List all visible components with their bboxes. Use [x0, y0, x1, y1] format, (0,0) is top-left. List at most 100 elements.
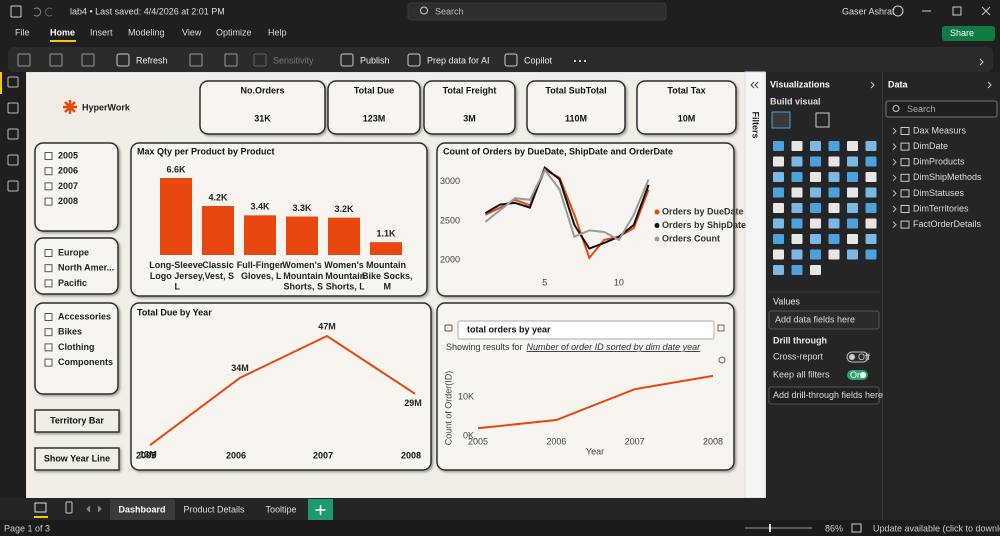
- maximize[interactable]: [952, 6, 962, 16]
- view-icon[interactable]: [34, 502, 47, 513]
- button[interactable]: [34, 447, 120, 471]
- visual-icon[interactable]: [810, 265, 821, 275]
- checkbox[interactable]: [44, 182, 53, 191]
- page-tab[interactable]: Product Details: [183, 504, 245, 514]
- visual-icon[interactable]: [847, 187, 858, 198]
- nav-icon[interactable]: [7, 128, 19, 140]
- visual-icon[interactable]: [865, 218, 877, 229]
- checkbox[interactable]: [44, 152, 53, 160]
- ribbon-button[interactable]: Prep data for AI: [427, 55, 490, 65]
- visual-icon[interactable]: [828, 203, 840, 213]
- slicer-item[interactable]: 2006: [58, 166, 78, 176]
- visual-icon[interactable]: [810, 249, 821, 260]
- visual-icon[interactable]: [828, 172, 840, 182]
- table-name[interactable]: FactOrderDetails: [913, 219, 982, 229]
- nav-icon[interactable]: [7, 180, 19, 192]
- visual-icon[interactable]: [847, 156, 858, 167]
- format-tab[interactable]: [815, 112, 830, 128]
- visual-icon[interactable]: [828, 249, 840, 260]
- visual-icon[interactable]: [773, 172, 784, 182]
- fit-icon[interactable]: [851, 523, 862, 533]
- visual-icon[interactable]: [810, 156, 821, 167]
- visual-icon[interactable]: [865, 141, 877, 151]
- visual-icon[interactable]: [810, 218, 821, 229]
- slicer-item[interactable]: Pacific: [58, 278, 87, 288]
- slicer-item[interactable]: 2008: [58, 196, 78, 206]
- button[interactable]: [34, 409, 120, 433]
- visual-icon[interactable]: [810, 187, 821, 198]
- share-button[interactable]: [942, 26, 995, 41]
- visual-icon[interactable]: [865, 234, 877, 244]
- close[interactable]: [981, 6, 991, 16]
- visual-icon[interactable]: [810, 203, 821, 213]
- nav-icon[interactable]: [7, 76, 19, 88]
- menu-item[interactable]: Home: [50, 27, 75, 37]
- visual-icon[interactable]: [828, 218, 840, 229]
- table-name[interactable]: DimDate: [913, 141, 948, 151]
- ribbon-button[interactable]: Sensitivity: [273, 55, 314, 65]
- visual-icon[interactable]: [847, 141, 858, 151]
- visual-icon[interactable]: [791, 234, 803, 244]
- checkbox[interactable]: [44, 279, 53, 288]
- nav-icon[interactable]: [7, 154, 19, 166]
- visual-icon[interactable]: [865, 172, 877, 182]
- table-name[interactable]: DimShipMethods: [913, 172, 982, 182]
- slicer-item[interactable]: North Amer...: [58, 263, 114, 273]
- qa-input[interactable]: [457, 320, 715, 340]
- visual-icon[interactable]: [791, 156, 803, 167]
- mobile-icon[interactable]: [65, 501, 73, 514]
- ribbon-button[interactable]: Copilot: [524, 55, 553, 65]
- visual-icon[interactable]: [773, 265, 784, 275]
- slicer-item[interactable]: Bikes: [58, 327, 82, 337]
- zoom-thumb[interactable]: [769, 524, 771, 532]
- checkbox[interactable]: [44, 328, 53, 337]
- slicer-item[interactable]: Clothing: [58, 342, 95, 352]
- checkbox[interactable]: [44, 343, 53, 352]
- visual-icon[interactable]: [791, 203, 803, 213]
- drop-well[interactable]: [768, 310, 880, 330]
- visual-icon[interactable]: [791, 218, 803, 229]
- share-label[interactable]: Share: [950, 28, 974, 38]
- menu-item[interactable]: Optimize: [216, 27, 252, 37]
- visual-icon[interactable]: [791, 249, 803, 260]
- checkbox[interactable]: [44, 197, 53, 206]
- visual-icon[interactable]: [865, 156, 877, 167]
- visual-icon[interactable]: [828, 234, 840, 244]
- menu-item[interactable]: File: [15, 27, 30, 37]
- visual-icon[interactable]: [773, 203, 784, 213]
- visual-icon[interactable]: [810, 141, 821, 151]
- visual-icon[interactable]: [847, 249, 858, 260]
- checkbox[interactable]: [44, 249, 53, 257]
- visual-icon[interactable]: [828, 187, 840, 198]
- nav-icon[interactable]: [7, 102, 19, 114]
- visual-icon[interactable]: [847, 172, 858, 182]
- tab-nav[interactable]: [86, 505, 102, 513]
- visual-icon[interactable]: [810, 234, 821, 244]
- visual-icon[interactable]: [791, 265, 803, 275]
- table-name[interactable]: Dax Measurs: [913, 125, 967, 135]
- table-name[interactable]: DimProducts: [913, 157, 965, 167]
- visual-icon[interactable]: [865, 249, 877, 260]
- table-name[interactable]: DimStatuses: [913, 188, 965, 198]
- visual-icon[interactable]: [773, 187, 784, 198]
- visual-icon[interactable]: [828, 141, 840, 151]
- visual-icon[interactable]: [773, 234, 784, 244]
- page-tab[interactable]: Tooltipe: [265, 504, 296, 514]
- update-notice[interactable]: Update available (click to download): [873, 523, 1000, 533]
- drop-well[interactable]: [768, 386, 880, 405]
- visual-icon[interactable]: [791, 187, 803, 198]
- visual-icon[interactable]: [773, 218, 784, 229]
- ribbon-button[interactable]: Publish: [360, 55, 390, 65]
- ribbon-button[interactable]: Refresh: [136, 55, 168, 65]
- visual-icon[interactable]: [773, 156, 784, 167]
- visual-icon[interactable]: [773, 249, 784, 260]
- qa-question[interactable]: total orders by year: [467, 324, 551, 334]
- menu-item[interactable]: View: [182, 27, 202, 37]
- build-tab[interactable]: [771, 111, 791, 129]
- slicer-item[interactable]: Components: [58, 357, 113, 367]
- checkbox[interactable]: [44, 358, 53, 367]
- checkbox[interactable]: [44, 167, 53, 176]
- visual-icon[interactable]: [847, 218, 858, 229]
- qa-share[interactable]: [717, 324, 725, 332]
- slicer-item[interactable]: Europe: [58, 247, 89, 257]
